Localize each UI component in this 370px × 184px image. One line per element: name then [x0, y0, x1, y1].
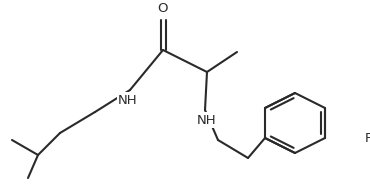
Text: NH: NH [118, 93, 138, 107]
Text: O: O [158, 3, 168, 15]
Text: F: F [364, 132, 370, 144]
Text: NH: NH [197, 114, 217, 127]
